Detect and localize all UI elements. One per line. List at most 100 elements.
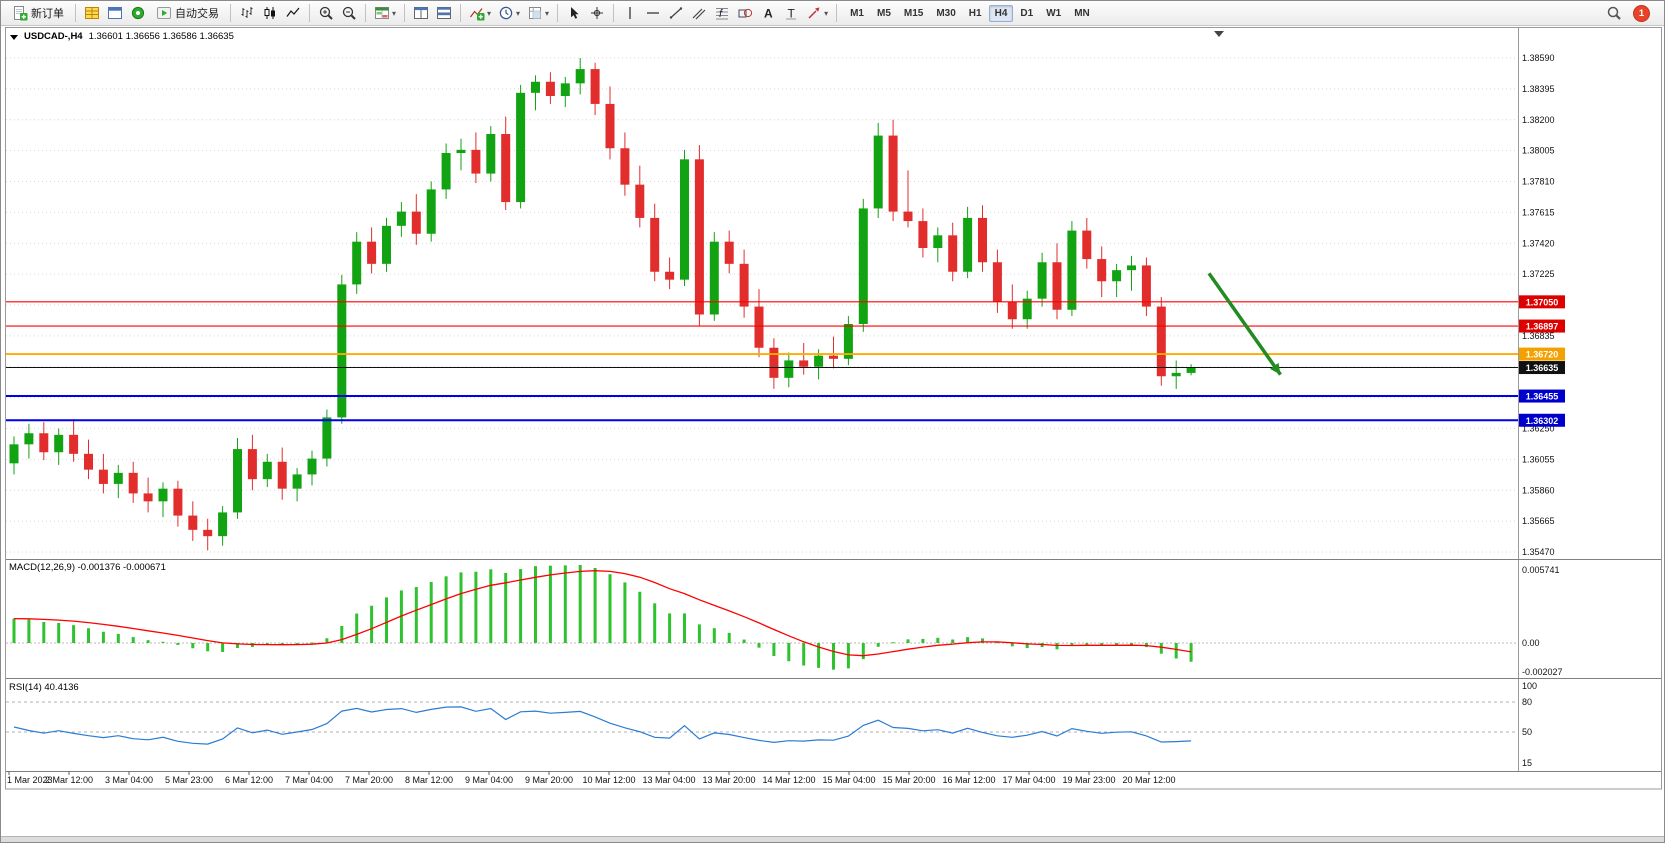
zoomout-icon (341, 5, 357, 21)
chart-menu-icon[interactable] (10, 34, 18, 40)
candle (858, 198, 868, 332)
window-blue-icon (107, 5, 123, 21)
clock-icon (498, 5, 514, 21)
timeframe-m5-button[interactable]: M5 (876, 7, 891, 19)
candle (69, 419, 79, 462)
candle (367, 227, 377, 274)
equidistant-channel-button[interactable] (688, 3, 710, 24)
timeframe-m15-button[interactable]: M15 (903, 7, 924, 19)
chart-shift-marker[interactable] (1214, 31, 1224, 37)
template-icon (527, 5, 543, 21)
linechart-icon (285, 5, 301, 21)
candle (873, 122, 883, 218)
tile-windows-vertical-button[interactable] (433, 3, 455, 24)
macd-signal-line (13, 570, 1192, 657)
texta-icon (760, 5, 776, 21)
candle (545, 72, 555, 104)
toolbar-separator (309, 4, 310, 22)
indicators-button[interactable]: ▾ (466, 3, 494, 24)
rsi-line (13, 706, 1192, 745)
trendline-icon (668, 5, 684, 21)
shapes-icon (737, 5, 753, 21)
price-axis-label: 1.38395 (1522, 84, 1555, 94)
vertical-line-button[interactable] (619, 3, 641, 24)
templates-button[interactable]: ▾ (524, 3, 552, 24)
candle (501, 116, 511, 210)
notification-badge[interactable]: 1 (1634, 5, 1649, 21)
hline-icon (645, 5, 661, 21)
search-icon (1606, 5, 1622, 21)
trend-arrow[interactable] (1207, 272, 1282, 376)
text-tool-button[interactable] (757, 3, 779, 24)
timeframe-d1-button[interactable]: D1 (1020, 7, 1034, 19)
candle (396, 202, 406, 237)
time-axis-label: 15 Mar 20:00 (882, 775, 935, 785)
candle (233, 438, 242, 519)
price-axis-label: 1.37615 (1522, 207, 1555, 217)
timeframe-mn-button[interactable]: MN (1074, 7, 1090, 19)
market-grid-button[interactable]: ▾ (371, 3, 399, 24)
timeframe-w1-button[interactable]: W1 (1046, 7, 1062, 19)
bar-chart-button[interactable] (236, 3, 258, 24)
market-watch-button[interactable] (81, 3, 103, 24)
macd-axis-label: 0.00 (1522, 638, 1540, 648)
bars-icon (239, 5, 255, 21)
candlestick-chart-button[interactable] (259, 3, 281, 24)
search-button[interactable] (1603, 3, 1625, 24)
tile-windows-horizontal-button[interactable] (410, 3, 432, 24)
price-axis-label: 1.36250 (1522, 424, 1555, 434)
macd-histogram (12, 565, 1193, 670)
price-level-tag: 1.36897 (1526, 322, 1559, 332)
candle (352, 232, 362, 294)
timeframe-h4-button[interactable]: H4 (988, 4, 1014, 22)
candle (1141, 257, 1151, 317)
candle (694, 145, 704, 326)
time-axis-label: 9 Mar 04:00 (465, 775, 513, 785)
gridgreen-icon (374, 5, 390, 21)
candle (531, 75, 540, 111)
cursor-button[interactable] (563, 3, 585, 24)
candle (128, 461, 138, 503)
candle (620, 132, 630, 196)
periods-button[interactable]: ▾ (495, 3, 523, 24)
shapes-tool-button[interactable] (734, 3, 756, 24)
channel-icon (691, 5, 707, 21)
price-axis-label: 1.38590 (1522, 53, 1555, 63)
arrows-tool-button[interactable]: ▾ (803, 3, 831, 24)
panel-borders[interactable] (5, 27, 1662, 790)
toolbar-separator (836, 4, 838, 22)
chart-window-button[interactable] (104, 3, 126, 24)
price-axis-label: 1.37810 (1522, 177, 1555, 187)
trend-line-button[interactable] (665, 3, 687, 24)
timeframe-m1-button[interactable]: M1 (850, 7, 864, 19)
crosshair-button[interactable] (586, 3, 608, 24)
text-label-tool-button[interactable] (780, 3, 802, 24)
price-level-tag: 1.36302 (1526, 416, 1559, 426)
line-chart-button[interactable] (282, 3, 304, 24)
candle (143, 477, 153, 513)
timeframe-m30-button[interactable]: M30 (936, 7, 956, 19)
time-axis-label: 6 Mar 12:00 (225, 775, 273, 785)
price-level-tag: 1.36720 (1526, 350, 1559, 360)
candle (948, 222, 958, 282)
timeframe-h1-button[interactable]: H1 (968, 7, 982, 19)
fibonacci-retracement-button[interactable] (711, 3, 733, 24)
candle (1097, 246, 1107, 298)
time-axis-label: 5 Mar 23:00 (165, 775, 213, 785)
new-order-button[interactable]: 新订单 (6, 3, 70, 24)
zoom-in-button[interactable] (315, 3, 337, 24)
horizontal-line-button[interactable] (642, 3, 664, 24)
toolbar-separator (75, 4, 76, 22)
candle (680, 149, 689, 286)
navigator-button[interactable] (127, 3, 149, 24)
candle (1082, 217, 1092, 269)
arrowtool-icon (806, 5, 822, 21)
candle (933, 227, 943, 263)
window-bottom-edge (1, 836, 1664, 842)
auto-trading-button[interactable]: 自动交易 (150, 3, 225, 24)
candle (888, 119, 898, 222)
zoom-out-button[interactable] (338, 3, 360, 24)
price-axis-label: 1.36835 (1522, 331, 1555, 341)
candle (1127, 255, 1136, 291)
candle (188, 501, 198, 541)
